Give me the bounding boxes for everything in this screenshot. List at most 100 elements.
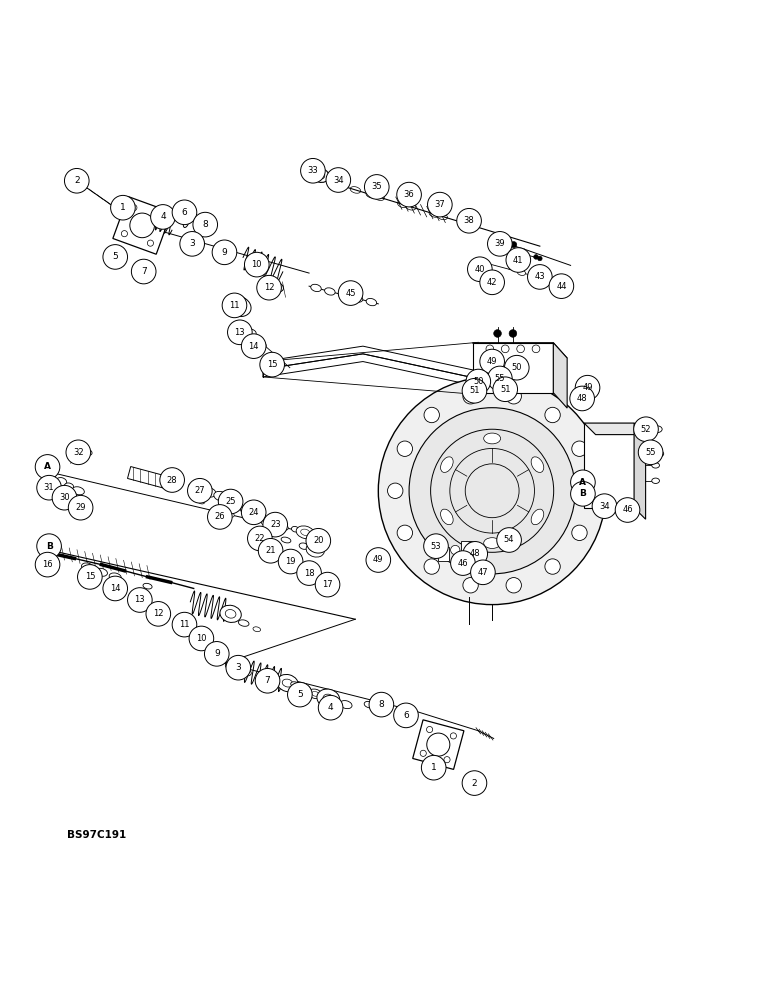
Circle shape [427, 733, 450, 756]
Ellipse shape [382, 708, 390, 713]
Circle shape [36, 552, 60, 577]
Ellipse shape [542, 277, 550, 282]
Text: 33: 33 [307, 166, 318, 175]
Text: 48: 48 [577, 394, 587, 403]
Circle shape [257, 275, 281, 300]
Circle shape [451, 551, 476, 575]
Polygon shape [472, 343, 554, 393]
Ellipse shape [531, 457, 543, 472]
Ellipse shape [183, 219, 188, 227]
Text: 4: 4 [328, 703, 334, 712]
Text: 46: 46 [622, 505, 633, 514]
Circle shape [397, 182, 422, 207]
Circle shape [279, 549, 303, 574]
Circle shape [146, 602, 171, 626]
Circle shape [37, 534, 62, 558]
Text: 15: 15 [267, 360, 277, 369]
Ellipse shape [484, 538, 500, 548]
Text: 42: 42 [487, 278, 497, 287]
Circle shape [572, 525, 587, 541]
Ellipse shape [233, 666, 244, 673]
Circle shape [545, 559, 560, 574]
Circle shape [468, 257, 493, 282]
Text: 9: 9 [214, 649, 220, 658]
Circle shape [287, 682, 312, 707]
Text: 5: 5 [297, 690, 303, 699]
Circle shape [397, 525, 412, 541]
Ellipse shape [270, 282, 283, 292]
Text: 20: 20 [313, 536, 323, 545]
Circle shape [457, 208, 482, 233]
Text: 49: 49 [487, 357, 497, 366]
Ellipse shape [530, 273, 538, 279]
Ellipse shape [73, 487, 84, 495]
Circle shape [506, 240, 512, 246]
Ellipse shape [225, 663, 236, 670]
Polygon shape [584, 423, 634, 508]
Ellipse shape [652, 478, 659, 483]
Text: 17: 17 [322, 580, 333, 589]
Text: 18: 18 [303, 569, 314, 578]
Circle shape [110, 195, 135, 220]
Ellipse shape [554, 280, 563, 286]
Ellipse shape [232, 301, 245, 311]
Circle shape [338, 281, 363, 305]
Text: 12: 12 [153, 609, 164, 618]
Ellipse shape [366, 298, 377, 306]
Ellipse shape [228, 501, 239, 509]
Circle shape [52, 485, 76, 510]
Text: 12: 12 [264, 283, 274, 292]
Ellipse shape [300, 543, 308, 549]
Circle shape [172, 200, 197, 225]
Ellipse shape [241, 669, 251, 676]
Text: 6: 6 [181, 208, 188, 217]
Ellipse shape [312, 168, 329, 182]
Circle shape [222, 293, 247, 318]
Circle shape [188, 478, 212, 503]
Text: 9: 9 [222, 248, 227, 257]
Text: 19: 19 [286, 557, 296, 566]
Text: 14: 14 [110, 584, 120, 593]
Ellipse shape [198, 499, 205, 504]
Circle shape [300, 158, 325, 183]
Text: 49: 49 [373, 555, 384, 564]
Text: 44: 44 [556, 282, 567, 291]
Text: 38: 38 [464, 216, 475, 225]
Text: 48: 48 [470, 549, 480, 558]
Circle shape [424, 534, 449, 558]
Ellipse shape [220, 605, 242, 622]
Ellipse shape [302, 686, 310, 691]
Bar [413, 720, 464, 769]
Text: 46: 46 [458, 559, 469, 568]
Circle shape [228, 320, 252, 345]
Polygon shape [584, 423, 645, 435]
Circle shape [189, 626, 214, 651]
Text: A: A [580, 478, 587, 487]
Circle shape [463, 542, 488, 566]
Circle shape [532, 345, 540, 353]
Circle shape [306, 528, 330, 553]
Ellipse shape [652, 463, 659, 468]
Polygon shape [634, 423, 645, 519]
Circle shape [248, 526, 273, 551]
Text: 11: 11 [229, 301, 240, 310]
Text: 26: 26 [215, 512, 225, 521]
Ellipse shape [188, 483, 202, 492]
Circle shape [318, 695, 343, 720]
Ellipse shape [653, 450, 664, 457]
Text: 16: 16 [42, 560, 52, 569]
Ellipse shape [309, 689, 322, 699]
Ellipse shape [222, 247, 231, 253]
Ellipse shape [441, 457, 453, 472]
Ellipse shape [332, 174, 348, 186]
Text: 11: 11 [179, 620, 190, 629]
Text: 36: 36 [404, 190, 415, 199]
Text: B: B [580, 489, 587, 498]
Text: 34: 34 [599, 502, 610, 511]
Circle shape [66, 440, 90, 465]
Ellipse shape [183, 234, 205, 251]
Text: B: B [46, 542, 52, 551]
Circle shape [65, 168, 89, 193]
Circle shape [296, 561, 321, 585]
Text: 55: 55 [645, 448, 656, 457]
